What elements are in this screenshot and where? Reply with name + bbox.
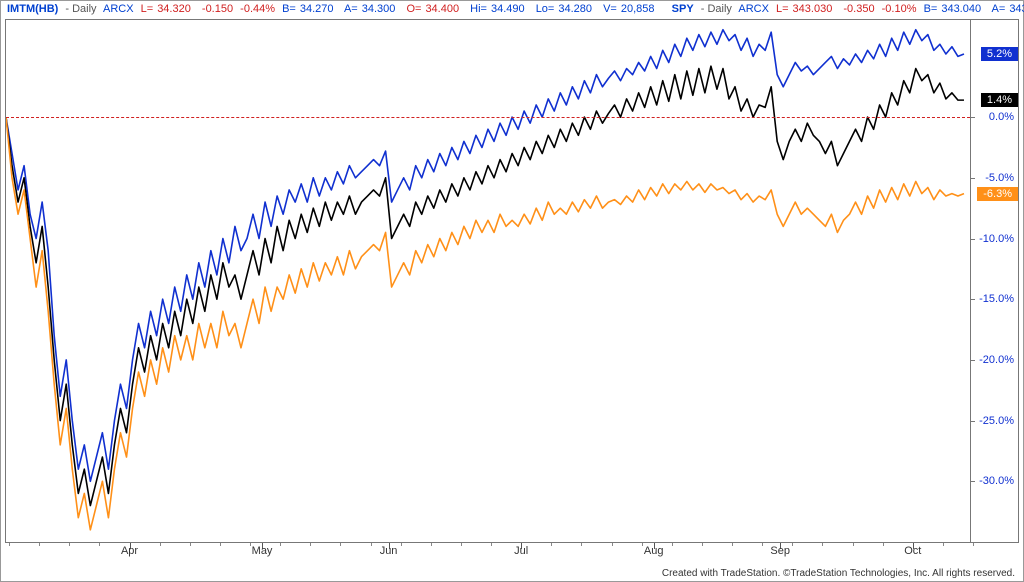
footer-credit: Created with TradeStation. ©TradeStation… (662, 568, 1015, 579)
y-tick-label: -25.0% (979, 415, 1014, 427)
plot-area[interactable] (5, 19, 971, 543)
label-Lo1: Lo= (536, 3, 555, 15)
interval-1: - Daily (62, 3, 96, 15)
exchange-2: ARCX (738, 3, 769, 15)
chart-window: IMTM(HB) - Daily ARCX L=34.320 -0.150 -0… (0, 0, 1024, 582)
x-month-label: Jul (514, 545, 528, 557)
y-tick-label: -10.0% (979, 233, 1014, 245)
interval-2: - Daily (698, 3, 732, 15)
end-badge-orange: -6.3% (977, 187, 1018, 201)
val-B2: 343.040 (941, 3, 981, 15)
label-B1: B= (282, 3, 296, 15)
x-month-label: Sep (770, 545, 790, 557)
x-month-label: Oct (904, 545, 921, 557)
x-month-label: Apr (121, 545, 138, 557)
val-Lo1: 34.280 (558, 3, 592, 15)
val-O1: 34.400 (425, 3, 459, 15)
val-L2: 343.030 (793, 3, 833, 15)
label-Hi1: Hi= (470, 3, 487, 15)
val-chgpct1: -0.44% (240, 3, 275, 15)
val-V1: 20,858 (621, 3, 655, 15)
x-axis: Apr May Jun Jul Aug Sep Oct (5, 543, 1021, 561)
val-L1: 34.320 (157, 3, 191, 15)
y-axis: 0.0% -5.0% -10.0% -15.0% -20.0% -25.0% -30.0% 5… (971, 19, 1019, 543)
label-A2: A= (992, 3, 1006, 15)
val-chgpct2: -0.10% (882, 3, 917, 15)
symbol-2: SPY (672, 3, 694, 15)
label-L2: L= (776, 3, 789, 15)
y-tick-label: -5.0% (985, 172, 1014, 184)
chart-header: IMTM(HB) - Daily ARCX L=34.320 -0.150 -0… (7, 3, 1024, 15)
y-tick-label: -30.0% (979, 475, 1014, 487)
val-B1: 34.270 (300, 3, 334, 15)
x-month-label: May (252, 545, 273, 557)
zero-line (6, 117, 970, 118)
y-tick-label: 0.0% (989, 111, 1014, 123)
series-canvas (6, 20, 970, 542)
label-L1: L= (141, 3, 154, 15)
y-tick-label: -15.0% (979, 293, 1014, 305)
series-black (6, 66, 964, 505)
label-A1: A= (344, 3, 358, 15)
label-V1: V= (603, 3, 617, 15)
series-orange (6, 117, 964, 530)
label-O1: O= (406, 3, 421, 15)
x-month-label: Jun (380, 545, 398, 557)
series-blue (6, 30, 964, 482)
end-badge-blue: 5.2% (981, 47, 1018, 61)
val-A1: 34.300 (362, 3, 396, 15)
exchange-1: ARCX (103, 3, 134, 15)
symbol-1: IMTM(HB) (7, 3, 58, 15)
label-B2: B= (924, 3, 938, 15)
val-Hi1: 34.490 (491, 3, 525, 15)
x-month-label: Aug (644, 545, 664, 557)
val-A2: 343.050 (1009, 3, 1024, 15)
y-tick-label: -20.0% (979, 354, 1014, 366)
val-chg1: -0.150 (202, 3, 233, 15)
end-badge-black: 1.4% (981, 93, 1018, 107)
val-chg2: -0.350 (843, 3, 874, 15)
